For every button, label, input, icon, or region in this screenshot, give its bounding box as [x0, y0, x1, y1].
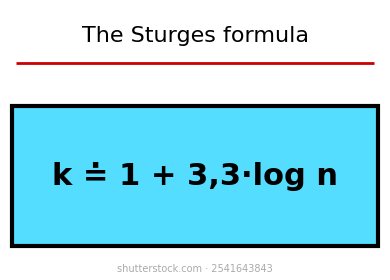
FancyBboxPatch shape	[12, 106, 378, 246]
Text: The Sturges formula: The Sturges formula	[82, 26, 308, 46]
Text: shutterstock.com · 2541643843: shutterstock.com · 2541643843	[117, 264, 273, 274]
Text: k ≐ 1 + 3,3·log n: k ≐ 1 + 3,3·log n	[52, 162, 338, 191]
